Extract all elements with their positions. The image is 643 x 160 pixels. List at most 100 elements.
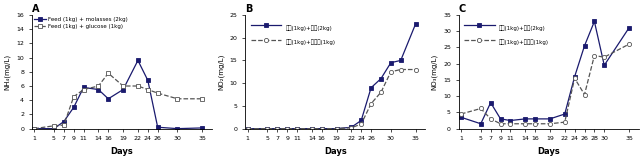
사료(1kg)+당밀(2kg) [387, 62, 395, 64]
Feed (1kg) + molasses (2kg) [104, 98, 112, 100]
사료(1kg)+포도당(1kg) [496, 123, 504, 125]
사료(1kg)+포도당(1kg) [601, 56, 608, 58]
사료(1kg)+당밀(2kg) [284, 128, 291, 130]
Feed (1kg) + glucose (1kg) [174, 98, 181, 100]
사료(1kg)+당밀(2kg) [477, 123, 485, 125]
사료(1kg)+당밀(2kg) [581, 45, 588, 47]
사료(1kg)+포도당(1kg) [293, 128, 301, 130]
사료(1kg)+당밀(2kg) [521, 118, 529, 120]
Feed (1kg) + glucose (1kg) [144, 89, 152, 91]
Feed (1kg) + glucose (1kg) [70, 96, 78, 98]
사료(1kg)+당밀(2kg) [358, 120, 365, 121]
Text: C: C [458, 4, 466, 14]
사료(1kg)+당밀(2kg) [293, 128, 301, 130]
X-axis label: Days: Days [538, 147, 560, 156]
사료(1kg)+당밀(2kg) [412, 23, 419, 25]
사료(1kg)+당밀(2kg) [332, 128, 340, 130]
사료(1kg)+포도당(1kg) [412, 68, 419, 70]
X-axis label: Days: Days [324, 147, 347, 156]
사료(1kg)+포도당(1kg) [377, 91, 385, 93]
사료(1kg)+당밀(2kg) [244, 128, 251, 130]
사료(1kg)+당밀(2kg) [273, 128, 281, 130]
사료(1kg)+당밀(2kg) [546, 118, 554, 120]
X-axis label: Days: Days [111, 147, 133, 156]
사료(1kg)+포도당(1kg) [507, 123, 514, 125]
사료(1kg)+포도당(1kg) [625, 43, 633, 45]
Feed (1kg) + glucose (1kg) [60, 124, 68, 126]
Line: 사료(1kg)+포도당(1kg): 사료(1kg)+포도당(1kg) [246, 67, 418, 131]
사료(1kg)+당밀(2kg) [571, 76, 579, 78]
Feed (1kg) + molasses (2kg) [70, 106, 78, 108]
사료(1kg)+당밀(2kg) [590, 20, 598, 22]
사료(1kg)+포도당(1kg) [546, 123, 554, 125]
사료(1kg)+당밀(2kg) [397, 60, 404, 61]
사료(1kg)+포도당(1kg) [273, 128, 281, 130]
사료(1kg)+포도당(1kg) [358, 123, 365, 125]
Legend: Feed (1kg) + molasses (2kg), Feed (1kg) + glucose (1kg): Feed (1kg) + molasses (2kg), Feed (1kg) … [33, 17, 128, 29]
사료(1kg)+당밀(2kg) [625, 27, 633, 29]
사료(1kg)+당밀(2kg) [496, 118, 504, 120]
Feed (1kg) + molasses (2kg) [30, 128, 38, 130]
사료(1kg)+포도당(1kg) [347, 127, 355, 129]
Feed (1kg) + molasses (2kg) [134, 60, 142, 61]
Y-axis label: NO₂(mg/L): NO₂(mg/L) [217, 54, 224, 90]
사료(1kg)+포도당(1kg) [590, 55, 598, 56]
Y-axis label: NH₄(mg/L): NH₄(mg/L) [4, 54, 11, 90]
Line: 사료(1kg)+당밀(2kg): 사료(1kg)+당밀(2kg) [246, 22, 418, 131]
사료(1kg)+당밀(2kg) [601, 64, 608, 66]
Text: B: B [245, 4, 253, 14]
사료(1kg)+포도당(1kg) [332, 128, 340, 130]
Feed (1kg) + glucose (1kg) [104, 72, 112, 74]
Line: 사료(1kg)+포도당(1kg): 사료(1kg)+포도당(1kg) [459, 42, 631, 126]
Feed (1kg) + molasses (2kg) [60, 121, 68, 123]
사료(1kg)+당밀(2kg) [308, 128, 316, 130]
Feed (1kg) + molasses (2kg) [174, 128, 181, 130]
사료(1kg)+당밀(2kg) [367, 87, 375, 89]
사료(1kg)+당밀(2kg) [264, 128, 271, 130]
사료(1kg)+포도당(1kg) [457, 113, 465, 115]
사료(1kg)+포도당(1kg) [367, 103, 375, 105]
사료(1kg)+포도당(1kg) [571, 77, 579, 79]
사료(1kg)+포도당(1kg) [581, 94, 588, 96]
Feed (1kg) + glucose (1kg) [134, 85, 142, 87]
Legend: 사료(1kg)+당밀(2kg), 사료(1kg)+포도당(1kg): 사료(1kg)+당밀(2kg), 사료(1kg)+포도당(1kg) [249, 19, 337, 47]
사료(1kg)+포도당(1kg) [561, 121, 568, 123]
Feed (1kg) + molasses (2kg) [154, 126, 161, 128]
사료(1kg)+당밀(2kg) [457, 116, 465, 118]
Feed (1kg) + molasses (2kg) [95, 89, 102, 91]
Line: Feed (1kg) + glucose (1kg): Feed (1kg) + glucose (1kg) [32, 71, 204, 131]
Feed (1kg) + molasses (2kg) [144, 79, 152, 81]
Feed (1kg) + molasses (2kg) [198, 127, 206, 129]
사료(1kg)+당밀(2kg) [377, 78, 385, 80]
사료(1kg)+포도당(1kg) [308, 128, 316, 130]
사료(1kg)+당밀(2kg) [531, 118, 539, 120]
사료(1kg)+포도당(1kg) [531, 123, 539, 125]
Feed (1kg) + glucose (1kg) [80, 89, 87, 91]
Feed (1kg) + glucose (1kg) [95, 85, 102, 87]
사료(1kg)+당밀(2kg) [561, 113, 568, 115]
사료(1kg)+포도당(1kg) [521, 123, 529, 125]
사료(1kg)+당밀(2kg) [318, 128, 325, 130]
Feed (1kg) + glucose (1kg) [50, 125, 58, 127]
사료(1kg)+포도당(1kg) [244, 128, 251, 130]
Feed (1kg) + glucose (1kg) [154, 92, 161, 94]
Feed (1kg) + molasses (2kg) [80, 86, 87, 88]
사료(1kg)+포도당(1kg) [284, 128, 291, 130]
사료(1kg)+포도당(1kg) [477, 108, 485, 109]
Feed (1kg) + glucose (1kg) [30, 128, 38, 130]
Line: 사료(1kg)+당밀(2kg): 사료(1kg)+당밀(2kg) [459, 19, 631, 126]
사료(1kg)+당밀(2kg) [347, 126, 355, 128]
Feed (1kg) + molasses (2kg) [119, 89, 127, 91]
사료(1kg)+포도당(1kg) [397, 68, 404, 70]
Feed (1kg) + glucose (1kg) [198, 98, 206, 100]
사료(1kg)+포도당(1kg) [487, 118, 494, 120]
Text: A: A [32, 4, 39, 14]
Feed (1kg) + molasses (2kg) [50, 128, 58, 130]
Y-axis label: NO₃(mg/L): NO₃(mg/L) [431, 54, 437, 90]
사료(1kg)+당밀(2kg) [487, 102, 494, 104]
사료(1kg)+포도당(1kg) [264, 128, 271, 130]
사료(1kg)+당밀(2kg) [507, 120, 514, 121]
Line: Feed (1kg) + molasses (2kg): Feed (1kg) + molasses (2kg) [32, 58, 204, 131]
사료(1kg)+포도당(1kg) [387, 71, 395, 73]
사료(1kg)+포도당(1kg) [318, 128, 325, 130]
